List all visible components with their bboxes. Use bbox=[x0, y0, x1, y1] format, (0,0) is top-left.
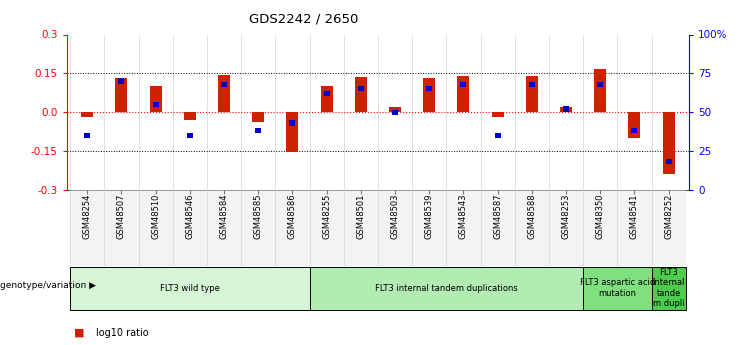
Text: GSM48252: GSM48252 bbox=[664, 194, 673, 239]
Bar bbox=[563, 106, 569, 112]
Bar bbox=[594, 69, 606, 112]
Text: GSM48546: GSM48546 bbox=[185, 194, 194, 239]
Bar bbox=[662, 112, 674, 174]
Text: GSM48585: GSM48585 bbox=[253, 194, 263, 239]
Text: genotype/variation ▶: genotype/variation ▶ bbox=[0, 281, 96, 290]
Bar bbox=[378, 190, 412, 266]
Text: GDS2242 / 2650: GDS2242 / 2650 bbox=[248, 12, 358, 25]
Bar bbox=[665, 159, 671, 165]
Bar bbox=[255, 128, 262, 133]
Bar bbox=[321, 86, 333, 112]
Bar bbox=[457, 76, 469, 112]
Bar bbox=[218, 75, 230, 112]
Text: GSM48543: GSM48543 bbox=[459, 194, 468, 239]
Bar bbox=[480, 190, 515, 266]
Bar bbox=[252, 112, 265, 122]
Bar bbox=[116, 79, 127, 112]
Text: ■: ■ bbox=[74, 328, 84, 338]
Text: FLT3
internal
tande
m dupli: FLT3 internal tande m dupli bbox=[652, 268, 685, 308]
Text: GSM48588: GSM48588 bbox=[528, 194, 536, 239]
Text: GSM48587: GSM48587 bbox=[493, 194, 502, 239]
Text: GSM48510: GSM48510 bbox=[151, 194, 160, 239]
Text: GSM48254: GSM48254 bbox=[83, 194, 92, 239]
Bar bbox=[287, 112, 299, 152]
Bar bbox=[549, 190, 583, 266]
Text: GSM48541: GSM48541 bbox=[630, 194, 639, 239]
Bar bbox=[389, 107, 401, 112]
Bar bbox=[426, 86, 432, 91]
Bar bbox=[412, 190, 446, 266]
Bar bbox=[84, 133, 90, 138]
Text: FLT3 internal tandem duplications: FLT3 internal tandem duplications bbox=[375, 284, 518, 293]
Text: GSM48507: GSM48507 bbox=[117, 194, 126, 239]
Bar bbox=[355, 77, 367, 112]
Bar bbox=[310, 267, 583, 309]
Text: FLT3 wild type: FLT3 wild type bbox=[160, 284, 220, 293]
Bar bbox=[651, 190, 685, 266]
Text: GSM48501: GSM48501 bbox=[356, 194, 365, 239]
Bar bbox=[104, 190, 139, 266]
Bar bbox=[153, 102, 159, 107]
Bar bbox=[617, 190, 651, 266]
Bar bbox=[241, 190, 276, 266]
Text: log10 ratio: log10 ratio bbox=[96, 328, 149, 338]
Bar bbox=[187, 133, 193, 138]
Bar bbox=[150, 86, 162, 112]
Text: GSM48503: GSM48503 bbox=[391, 194, 399, 239]
Bar bbox=[276, 190, 310, 266]
Bar bbox=[529, 81, 535, 87]
Text: GSM48255: GSM48255 bbox=[322, 194, 331, 239]
Bar bbox=[119, 79, 124, 84]
Bar bbox=[184, 112, 196, 120]
Bar bbox=[70, 190, 104, 266]
Bar bbox=[631, 128, 637, 133]
Text: GSM48539: GSM48539 bbox=[425, 194, 433, 239]
Bar bbox=[423, 79, 435, 112]
Bar bbox=[583, 267, 651, 309]
Bar bbox=[446, 190, 480, 266]
Bar bbox=[70, 267, 310, 309]
Text: GSM48350: GSM48350 bbox=[596, 194, 605, 239]
Bar bbox=[651, 267, 685, 309]
Bar bbox=[289, 120, 296, 126]
Bar bbox=[310, 190, 344, 266]
Text: GSM48253: GSM48253 bbox=[562, 194, 571, 239]
Text: FLT3 aspartic acid
mutation: FLT3 aspartic acid mutation bbox=[579, 278, 655, 298]
Text: GSM48586: GSM48586 bbox=[288, 194, 297, 239]
Bar bbox=[491, 112, 504, 117]
Bar bbox=[583, 190, 617, 266]
Bar bbox=[358, 86, 364, 91]
Text: GSM48584: GSM48584 bbox=[219, 194, 228, 239]
Bar bbox=[392, 110, 398, 115]
Bar bbox=[344, 190, 378, 266]
Bar bbox=[221, 81, 227, 87]
Bar bbox=[597, 81, 603, 87]
Bar bbox=[173, 190, 207, 266]
Bar bbox=[324, 91, 330, 96]
Bar bbox=[460, 81, 467, 87]
Bar bbox=[560, 107, 572, 112]
Bar bbox=[515, 190, 549, 266]
Bar bbox=[207, 190, 241, 266]
Bar bbox=[494, 133, 501, 138]
Bar bbox=[526, 76, 538, 112]
Bar bbox=[82, 112, 93, 117]
Bar bbox=[628, 112, 640, 138]
Bar bbox=[139, 190, 173, 266]
